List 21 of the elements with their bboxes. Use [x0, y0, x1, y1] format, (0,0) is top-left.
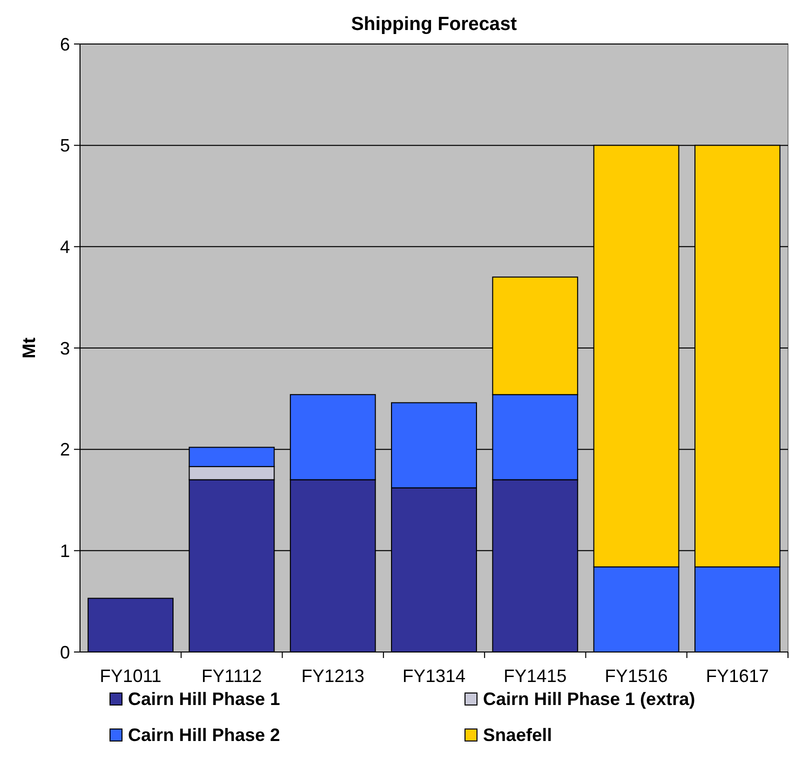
- y-axis-title: Mt: [19, 338, 39, 358]
- legend-label: Cairn Hill Phase 2: [128, 725, 280, 745]
- x-tick-label: FY1617: [706, 666, 769, 686]
- legend-label: Cairn Hill Phase 1: [128, 689, 280, 709]
- x-tick-label: FY1213: [301, 666, 364, 686]
- x-tick-label: FY1112: [202, 666, 262, 686]
- y-tick-label: 3: [60, 338, 70, 358]
- x-tick-label: FY1011: [100, 666, 162, 686]
- legend-label: Snaefell: [483, 725, 552, 745]
- legend-label: Cairn Hill Phase 1 (extra): [483, 689, 696, 709]
- y-tick-label: 4: [60, 236, 70, 257]
- y-tick-label: 1: [60, 540, 70, 561]
- x-tick-label: FY1314: [402, 666, 466, 686]
- y-tick-label: 5: [60, 136, 70, 156]
- y-tick-label: 0: [60, 642, 70, 662]
- bar: [88, 598, 174, 652]
- y-tick-label: 6: [60, 34, 70, 54]
- y-tick-label: 2: [60, 440, 70, 460]
- x-tick-label: FY1415: [504, 666, 567, 686]
- x-tick-label: FY1516: [604, 666, 668, 686]
- chart-title: Shipping Forecast: [351, 14, 518, 35]
